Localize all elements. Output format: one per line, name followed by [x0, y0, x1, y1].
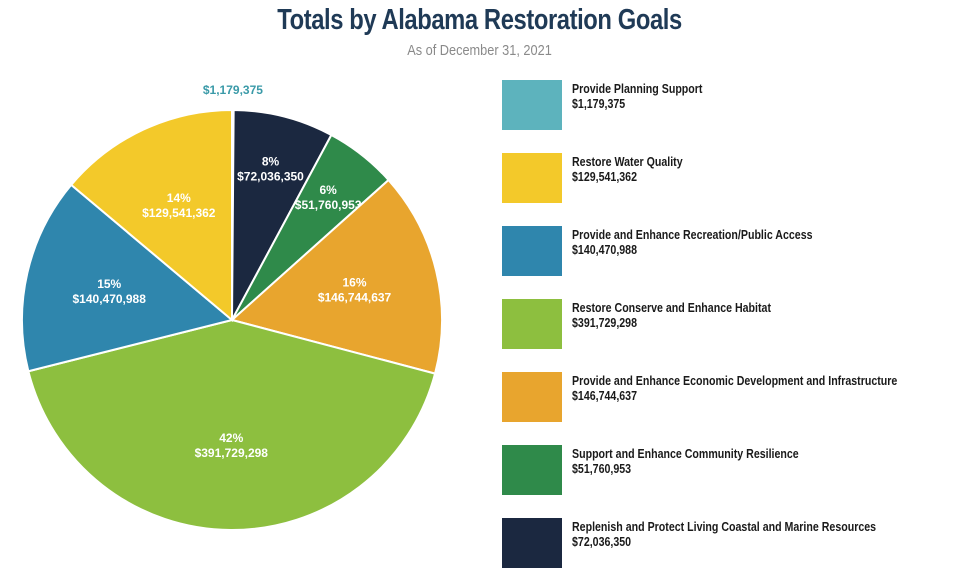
legend-item-provide-and-enhance-economic-development-and-infrastructure: Provide and Enhance Economic Development… — [502, 372, 952, 422]
legend-label: Restore Conserve and Enhance Habitat — [572, 301, 771, 315]
legend-item-restore-conserve-and-enhance-habitat: Restore Conserve and Enhance Habitat $391… — [502, 299, 952, 349]
legend-item-support-and-enhance-community-resilience: Support and Enhance Community Resilience… — [502, 445, 952, 495]
legend-label: Support and Enhance Community Resilience — [572, 447, 799, 461]
chart-subtitle: As of December 31, 2021 — [407, 42, 552, 59]
legend-value: $51,760,953 — [572, 462, 632, 476]
legend-item-restore-water-quality: Restore Water Quality $129,541,362 — [502, 153, 952, 203]
pie-value-label: $72,036,350 — [237, 169, 304, 183]
pie-outside-value-label: $1,179,375 — [203, 83, 263, 97]
legend-value: $140,470,988 — [572, 243, 637, 257]
legend-text: Provide Planning Support $1,179,375 — [572, 82, 895, 112]
legend-value: $129,541,362 — [572, 170, 637, 184]
legend-swatch — [502, 153, 562, 203]
legend-label: Provide and Enhance Recreation/Public Ac… — [572, 228, 813, 242]
pie-value-label: $129,541,362 — [142, 206, 216, 220]
legend-value: $1,179,375 — [572, 97, 626, 111]
legend-label: Replenish and Protect Living Coastal and… — [572, 520, 877, 534]
legend-label: Restore Water Quality — [572, 155, 683, 169]
pie-value-label: $140,470,988 — [73, 292, 147, 306]
legend-text: Support and Enhance Community Resilience… — [572, 447, 895, 477]
legend-text: Provide and Enhance Recreation/Public Ac… — [572, 228, 895, 258]
pie-slice-provide-and-enhance-recreation-public-access — [21, 183, 235, 373]
legend-value: $146,744,637 — [572, 389, 637, 403]
pie-value-label: $146,744,637 — [318, 291, 392, 305]
pie-slice-replenish-and-protect-living-coastal-and-marine-resources — [231, 108, 333, 321]
legend-swatch — [502, 372, 562, 422]
legend-value: $391,729,298 — [572, 316, 637, 330]
legend-swatch — [502, 518, 562, 568]
legend-swatch — [502, 226, 562, 276]
pie-value-label: $51,760,953 — [295, 198, 362, 212]
legend-swatch — [502, 299, 562, 349]
pie-slice-restore-water-quality — [69, 108, 233, 323]
legend-text: Replenish and Protect Living Coastal and… — [572, 520, 895, 550]
legend-swatch — [502, 80, 562, 130]
chart-title: Totals by Alabama Restoration Goals — [277, 4, 682, 36]
pie-slice-provide-and-enhance-economic-development-and-infrastructure — [229, 178, 443, 375]
pie-percent-label: 6% — [319, 183, 337, 197]
pie-percent-label: 8% — [262, 154, 280, 168]
pie-value-label: $391,729,298 — [195, 446, 269, 460]
legend-text: Restore Water Quality $129,541,362 — [572, 155, 895, 185]
legend-text: Provide and Enhance Economic Development… — [572, 374, 898, 404]
legend-label: Provide Planning Support — [572, 82, 703, 96]
legend-value: $72,036,350 — [572, 535, 632, 549]
pie-slice-restore-conserve-and-enhance-habitat — [27, 318, 437, 531]
pie-percent-label: 14% — [167, 191, 191, 205]
legend-text: Restore Conserve and Enhance Habitat $391… — [572, 301, 895, 331]
legend-item-provide-planning-support: Provide Planning Support $1,179,375 — [502, 80, 952, 130]
legend-item-provide-and-enhance-recreation-public-access: Provide and Enhance Recreation/Public Ac… — [502, 226, 952, 276]
legend-label: Provide and Enhance Economic Development… — [572, 374, 898, 388]
legend-swatch — [502, 445, 562, 495]
pie-percent-label: 42% — [219, 431, 243, 445]
pie-percent-label: 15% — [97, 277, 121, 291]
legend-item-replenish-and-protect-living-coastal-and-marine-resources: Replenish and Protect Living Coastal and… — [502, 518, 952, 568]
pie-percent-label: 16% — [343, 276, 367, 290]
